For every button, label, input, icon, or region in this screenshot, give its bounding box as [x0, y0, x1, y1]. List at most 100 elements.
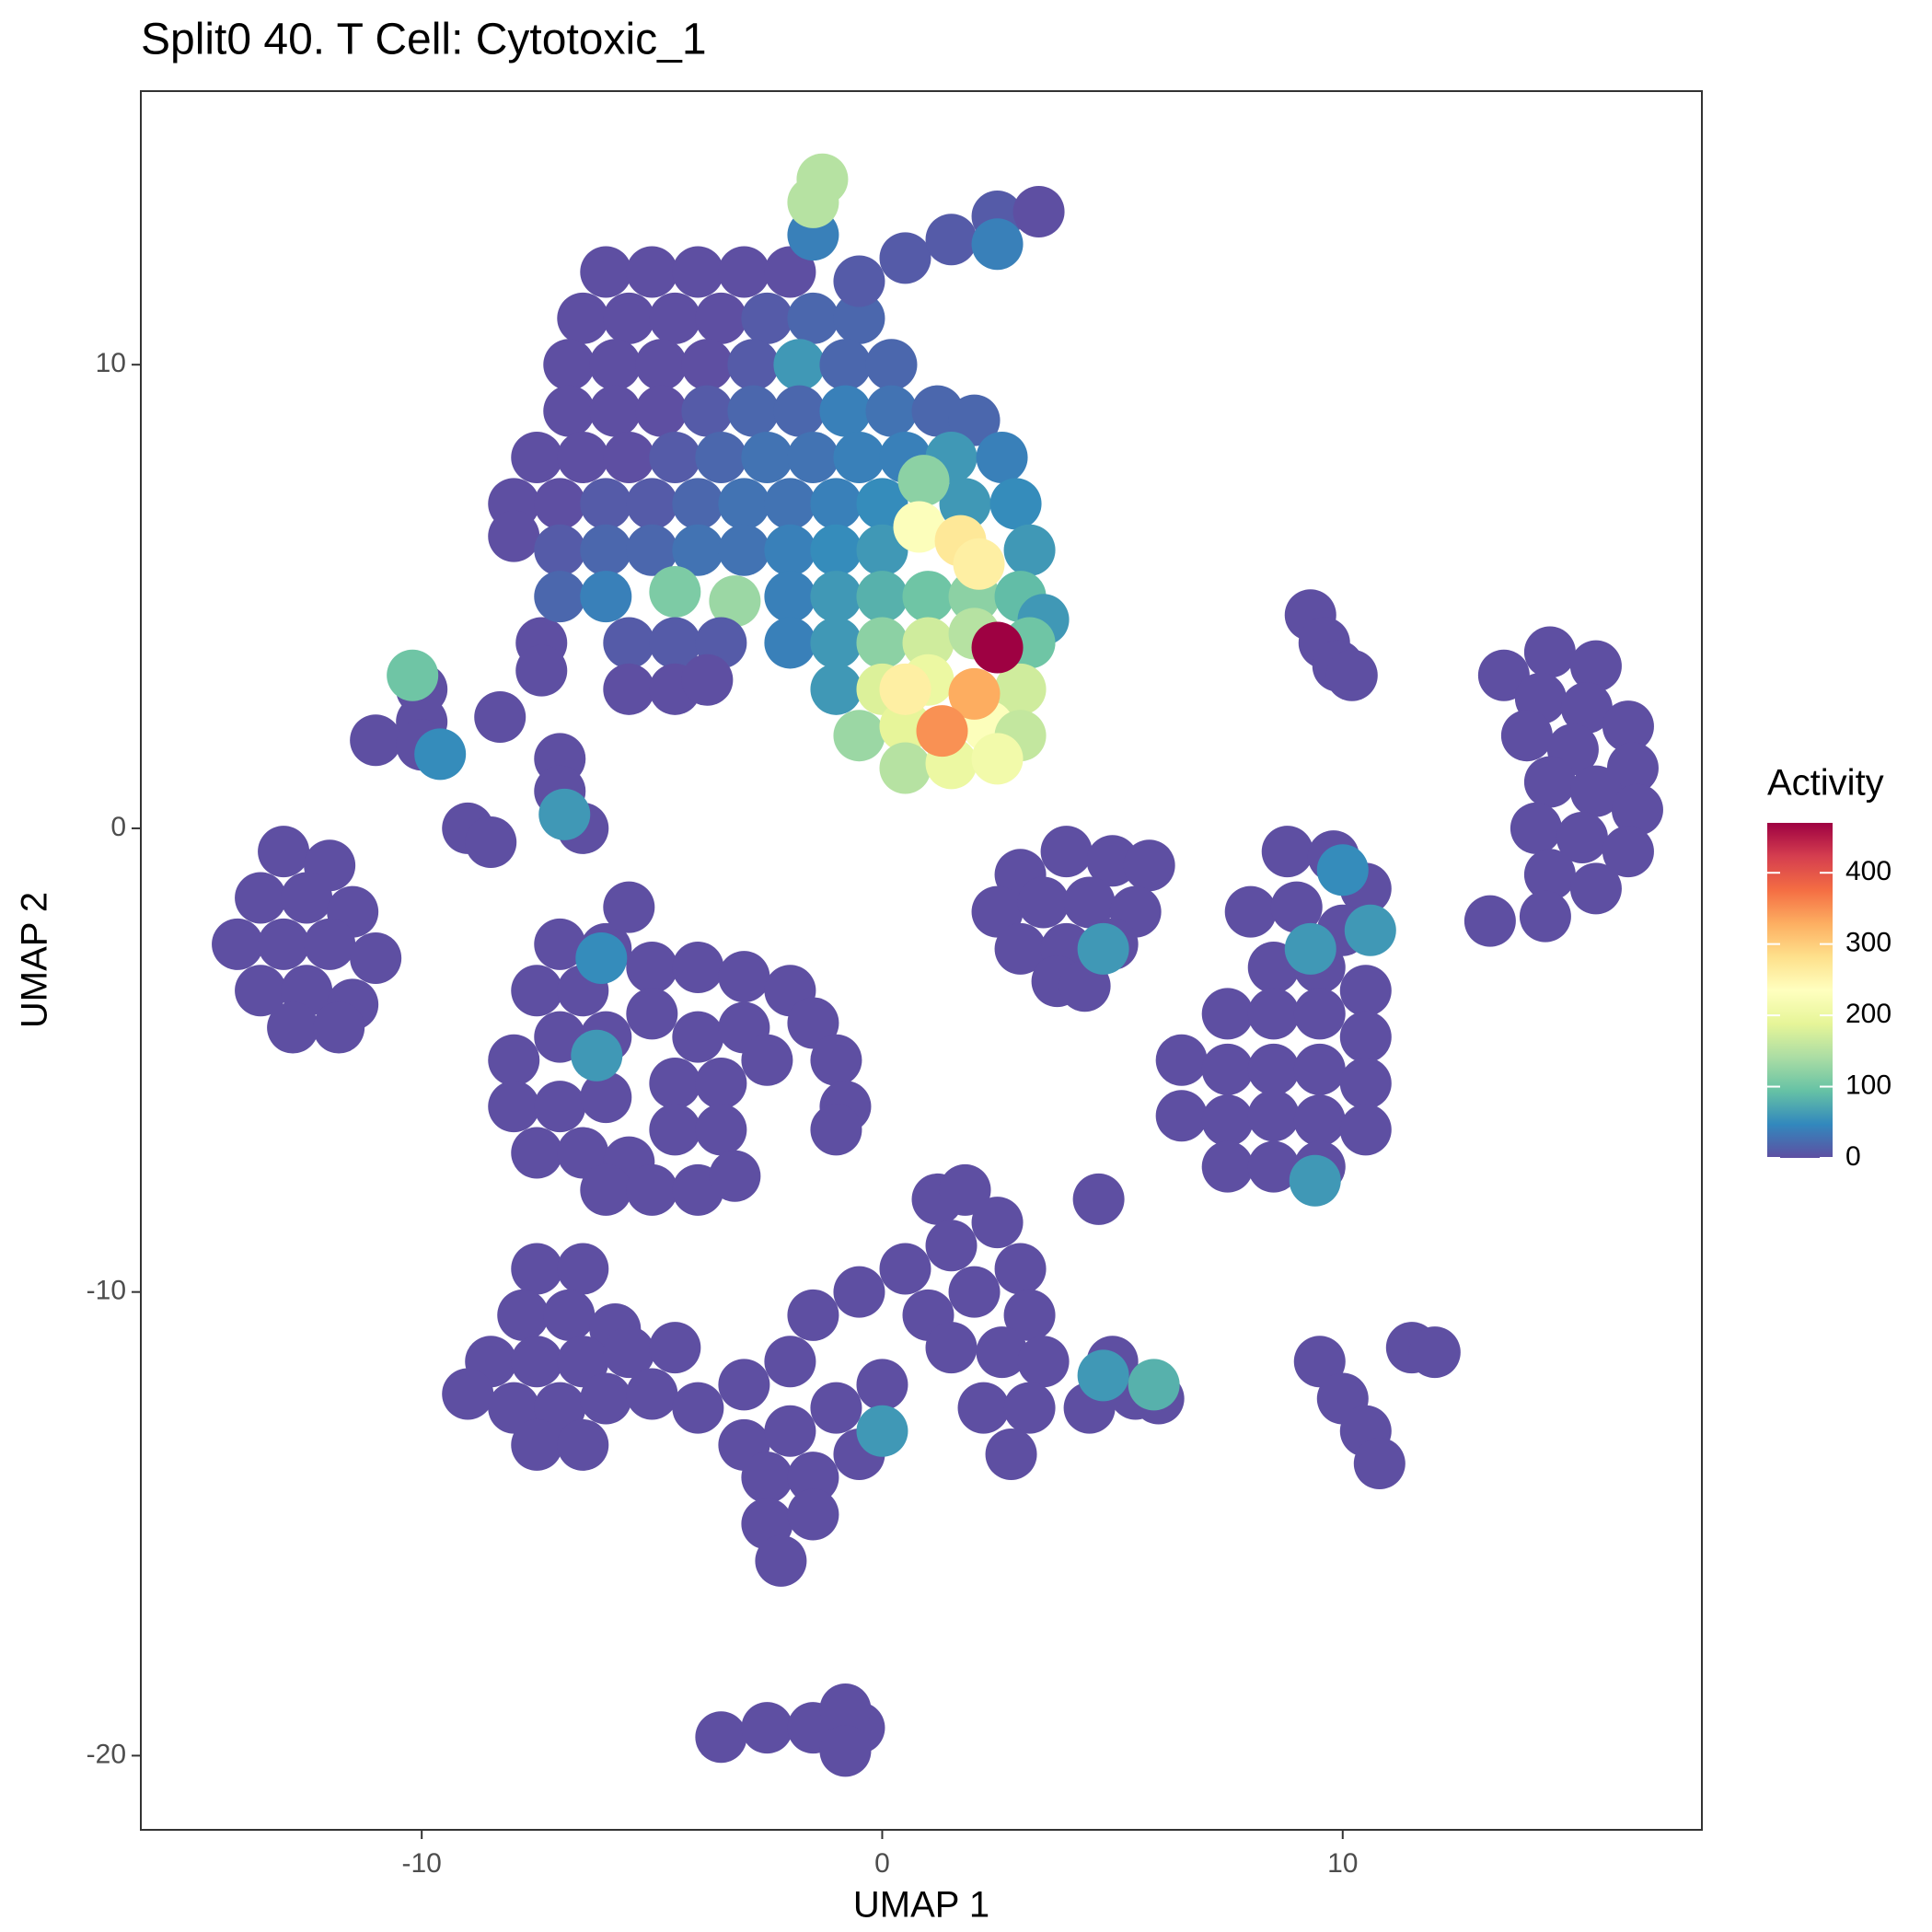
point [557, 1336, 609, 1388]
point [212, 918, 264, 970]
point [1003, 1289, 1056, 1341]
point [810, 1382, 862, 1434]
point [511, 1336, 563, 1388]
point [649, 617, 701, 669]
point [810, 617, 862, 669]
point [235, 872, 287, 924]
point [787, 292, 839, 344]
point [511, 1418, 563, 1471]
point [879, 232, 931, 284]
point [534, 1081, 586, 1133]
point [672, 246, 724, 298]
point [1201, 1094, 1254, 1147]
colorbar-tick-label: 300 [1845, 928, 1892, 958]
point [764, 617, 816, 669]
y-tick-label: 10 [96, 348, 126, 378]
x-tick-label: 0 [874, 1848, 890, 1879]
point [718, 951, 770, 1003]
point [856, 571, 908, 623]
point [235, 965, 287, 1017]
point [267, 1001, 319, 1054]
point [580, 1163, 632, 1216]
point [764, 1405, 816, 1457]
point [626, 246, 678, 298]
point [580, 524, 632, 576]
point [939, 1163, 991, 1216]
point [1339, 1104, 1392, 1156]
point [557, 292, 609, 344]
point [1560, 681, 1613, 734]
point [957, 1382, 1010, 1434]
point [819, 1725, 872, 1777]
point [1284, 922, 1336, 975]
point [810, 1104, 862, 1156]
point [971, 1197, 1024, 1249]
point [672, 524, 724, 576]
point [1510, 802, 1562, 854]
colorbar-tick-label: 400 [1845, 856, 1892, 886]
point [948, 394, 1001, 446]
colorbar [1767, 823, 1833, 1158]
point [695, 1104, 747, 1156]
point [856, 1405, 908, 1457]
point [511, 431, 563, 483]
point [1477, 649, 1530, 701]
point [488, 1382, 540, 1434]
point [1017, 1336, 1070, 1388]
point [1201, 1140, 1254, 1193]
point [538, 788, 591, 840]
point [603, 431, 655, 483]
point [1523, 626, 1576, 678]
point [1556, 812, 1608, 864]
point [1247, 1043, 1300, 1095]
point [1247, 1140, 1300, 1193]
point [575, 931, 628, 984]
point [603, 1326, 655, 1379]
point [1569, 862, 1622, 915]
point [1261, 826, 1313, 878]
point [1602, 700, 1654, 753]
point [1316, 844, 1369, 897]
point [534, 918, 586, 970]
y-tick-label: 0 [110, 812, 126, 842]
point [1017, 876, 1070, 929]
x-tick-label: -10 [402, 1848, 442, 1879]
point [465, 816, 517, 869]
point [1270, 881, 1323, 933]
point [281, 872, 333, 924]
point [488, 1034, 540, 1086]
point [879, 1243, 931, 1295]
point [1077, 922, 1129, 975]
y-tick-label: -20 [87, 1739, 126, 1769]
point [787, 431, 839, 483]
y-axis-title: UMAP 2 [15, 892, 55, 1028]
point [902, 571, 954, 623]
point [856, 524, 908, 576]
point [810, 663, 862, 715]
point [1128, 1359, 1180, 1411]
point [787, 1488, 839, 1541]
point [971, 885, 1024, 938]
point [672, 942, 724, 994]
point [709, 1150, 761, 1202]
point [672, 478, 724, 530]
point [897, 455, 950, 507]
point [1523, 849, 1576, 901]
point [1201, 988, 1254, 1040]
point [1247, 1090, 1300, 1142]
point [810, 1034, 862, 1086]
point [681, 385, 734, 437]
point [626, 524, 678, 576]
point [695, 1057, 747, 1109]
point [976, 431, 1028, 483]
point [442, 1368, 494, 1420]
point [1063, 876, 1116, 929]
point [1224, 885, 1277, 938]
point [833, 1266, 885, 1318]
point [879, 742, 931, 794]
point [796, 153, 849, 205]
point [603, 663, 655, 715]
point [1293, 988, 1346, 1040]
point [718, 1359, 770, 1411]
point [718, 524, 770, 576]
